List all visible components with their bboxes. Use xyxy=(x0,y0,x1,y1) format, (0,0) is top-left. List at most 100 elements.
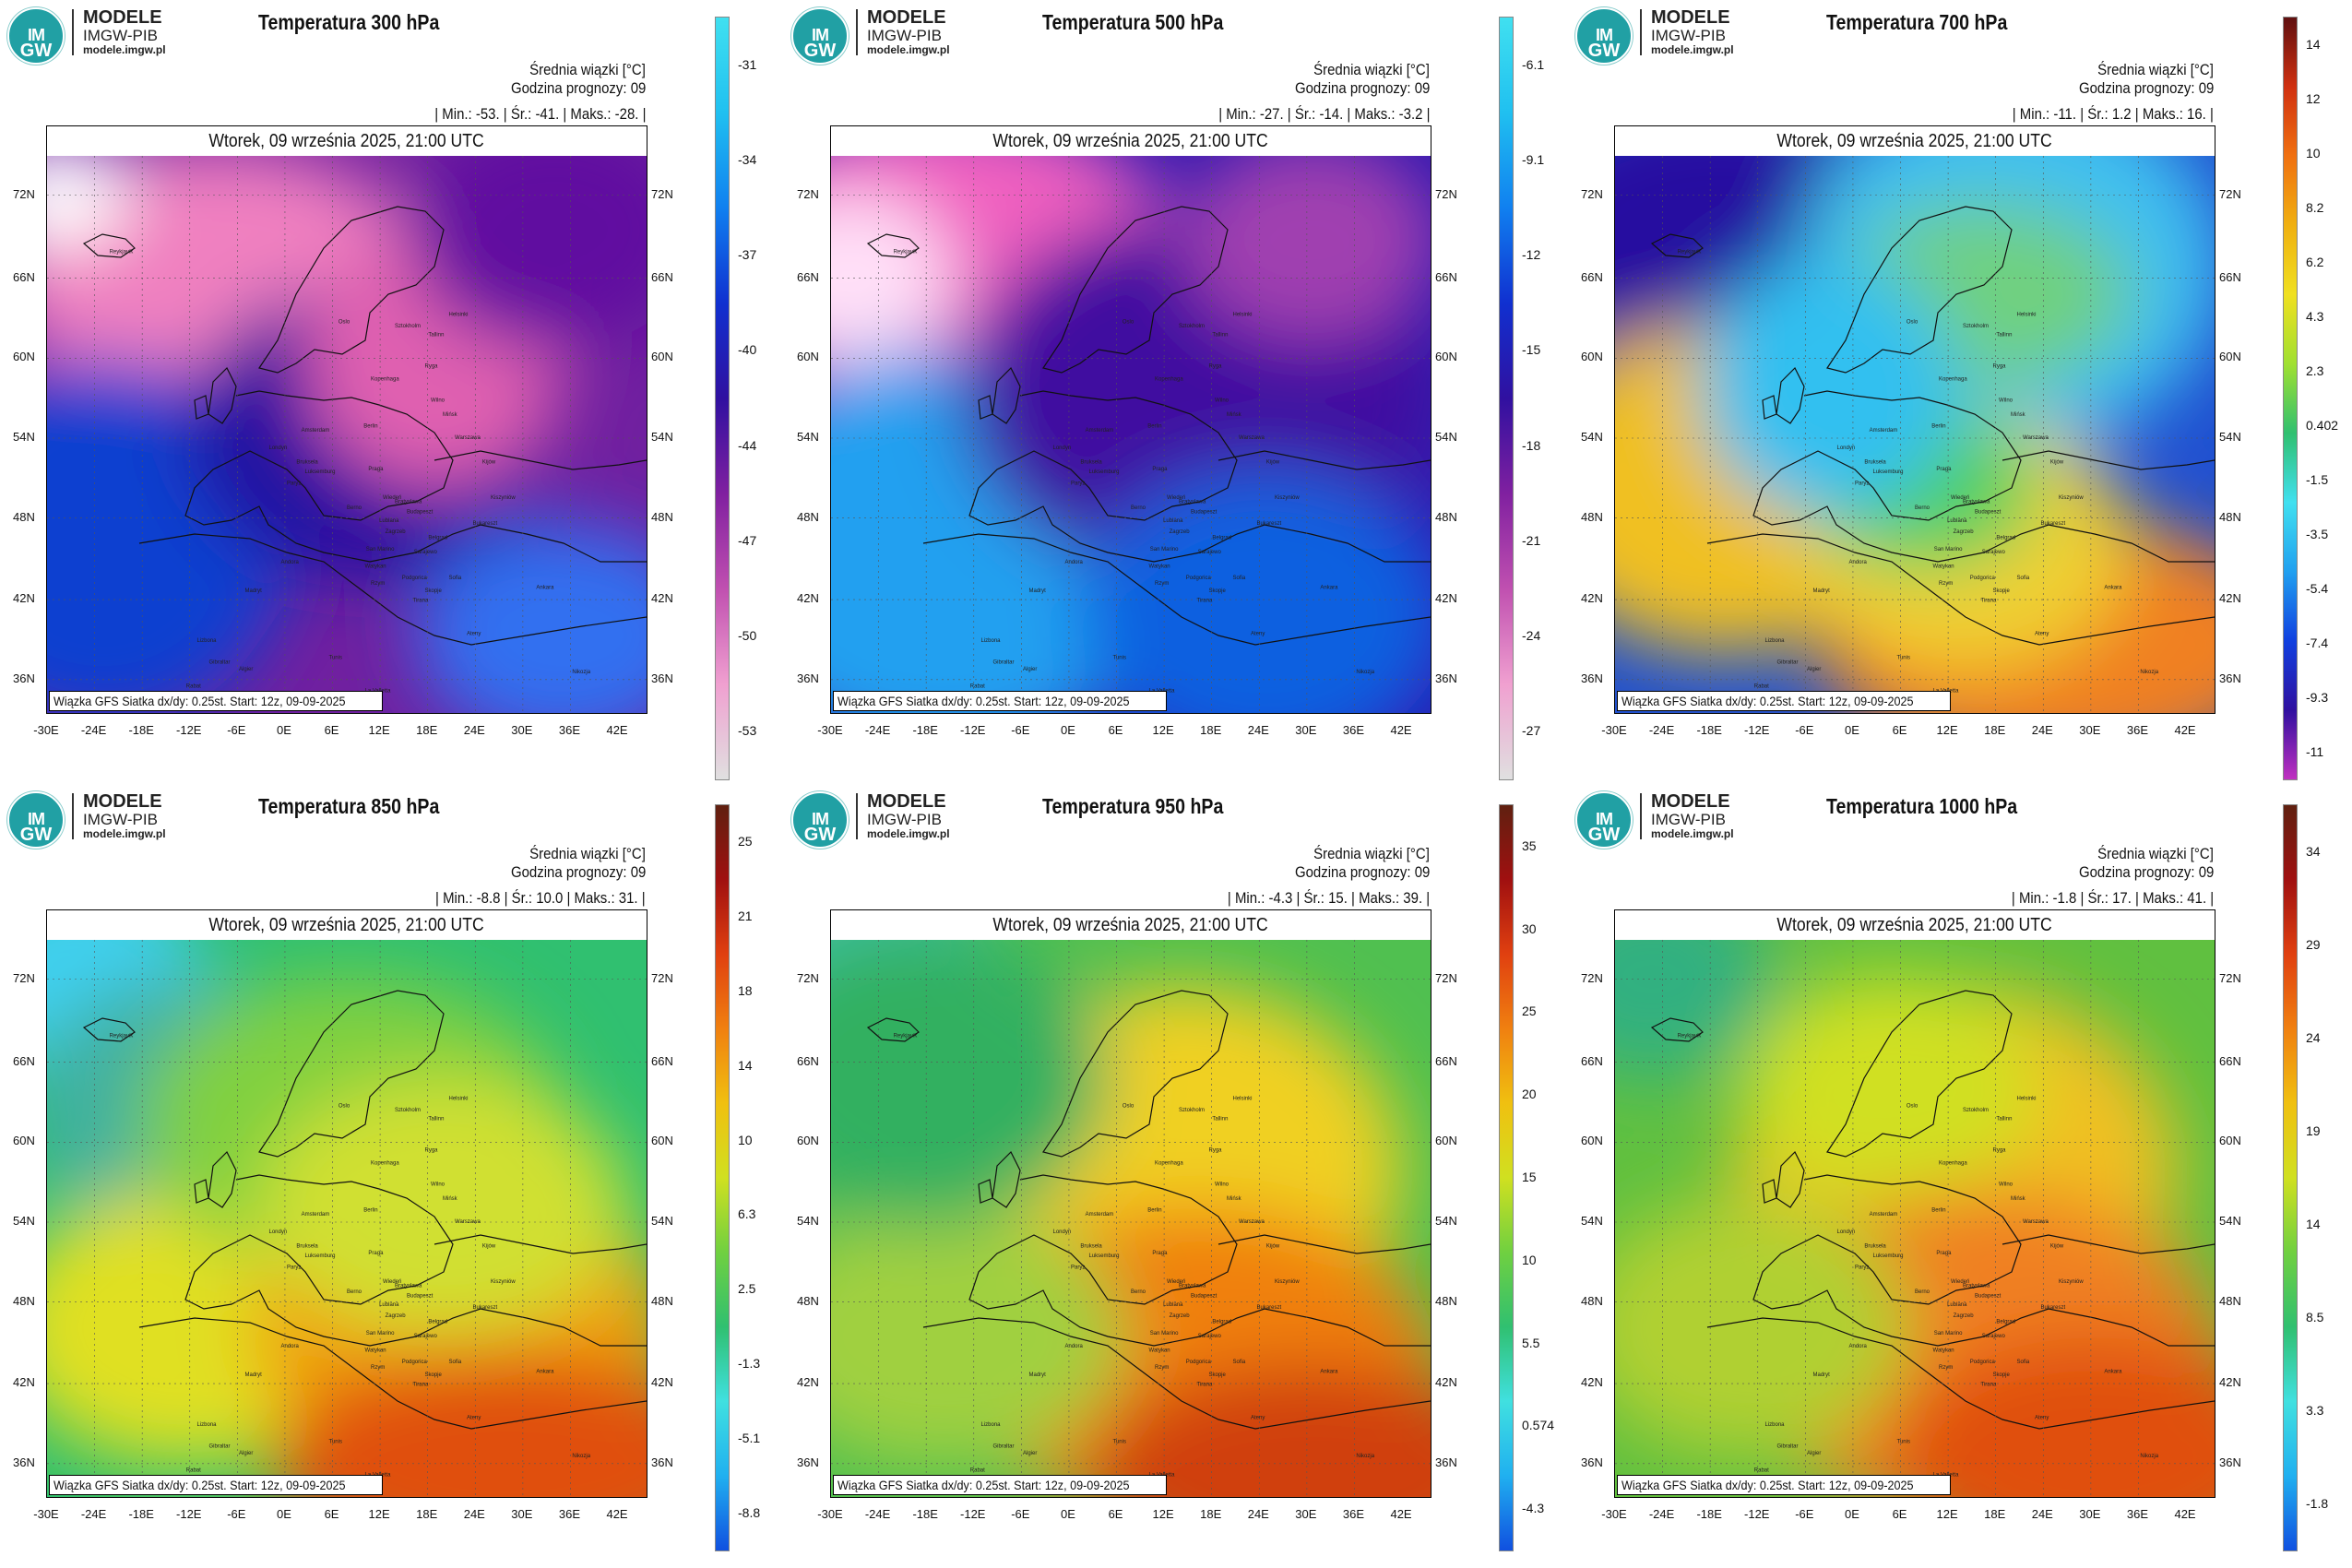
lat-tick-right: 48N xyxy=(2219,509,2241,524)
lat-tick-right: 54N xyxy=(651,430,673,444)
map-area: Reykjavik Oslo Helsinki Sztokholm Tallinn Kop… xyxy=(831,940,1431,1497)
colorbar-label: 30 xyxy=(1522,921,1537,936)
colorbar-label: 2.5 xyxy=(738,1281,756,1297)
colorbar-label: -34 xyxy=(738,151,757,167)
city-label: Oslo xyxy=(1123,1103,1134,1109)
imgw-logo-icon: IM GW xyxy=(1575,7,1633,65)
city-label: Paryż xyxy=(1855,481,1869,487)
city-labels: Reykjavik Oslo Helsinki Sztokholm Tallinn Kop… xyxy=(110,1033,591,1478)
lat-tick-right: 60N xyxy=(1435,350,1457,364)
colorbar-label: 8.5 xyxy=(2306,1309,2324,1324)
city-label: Watykan xyxy=(1149,1348,1170,1353)
colorbar-label: 0.574 xyxy=(1522,1418,1555,1433)
city-label: Ateny xyxy=(2035,631,2049,636)
colorbar-label: -6.1 xyxy=(1522,56,1545,72)
lat-tick-left: 42N xyxy=(797,1375,819,1390)
lat-tick-right: 42N xyxy=(651,591,673,606)
lon-tick: -30E xyxy=(817,723,843,737)
colorbar-label: 14 xyxy=(738,1057,753,1073)
lon-tick: 12E xyxy=(1152,723,1174,737)
city-label: Tallinn xyxy=(1996,332,2012,338)
coastline xyxy=(1650,990,2215,1430)
lon-tick: 42E xyxy=(2174,723,2196,737)
city-label: Ateny xyxy=(1251,631,1265,636)
map-area: Reykjavik Oslo Helsinki Sztokholm Tallinn Kop… xyxy=(1615,940,2215,1497)
city-label: Paryż xyxy=(287,481,301,487)
city-label: Lublana xyxy=(1947,1302,1967,1308)
city-label: San Marino xyxy=(1150,547,1179,552)
city-label: Praga xyxy=(1152,1251,1168,1256)
lat-tick-right: 48N xyxy=(1435,1293,1457,1308)
city-label: Bratysława xyxy=(1179,500,1206,505)
colorbar-label: -31 xyxy=(738,56,757,72)
lat-tick-left: 66N xyxy=(13,269,35,284)
city-label: Kopenhaga xyxy=(371,1160,399,1166)
city-label: Watykan xyxy=(365,1348,386,1353)
colorbar-label: 24 xyxy=(2306,1029,2321,1045)
lat-tick-right: 60N xyxy=(651,1134,673,1148)
city-label: Podgorica xyxy=(1970,576,1996,581)
city-label: Podgorica xyxy=(1970,1360,1996,1365)
lon-tick: 30E xyxy=(2079,1507,2101,1521)
lat-tick-right: 42N xyxy=(2219,591,2241,606)
colorbar-label: 4.3 xyxy=(2306,308,2324,324)
lon-tick: 30E xyxy=(1295,723,1317,737)
lat-tick-right: 54N xyxy=(1435,1214,1457,1228)
forecast-hour: Godzina prognozy: 09 xyxy=(510,863,646,881)
lon-tick: -24E xyxy=(864,1507,891,1521)
city-label: Algier xyxy=(239,667,253,672)
lat-tick-right: 36N xyxy=(651,1455,673,1469)
city-label: Wiedeń xyxy=(1951,1279,1969,1285)
city-label: Londyn xyxy=(1837,1229,1856,1235)
graticule xyxy=(47,156,647,713)
lat-tick-left: 48N xyxy=(1581,509,1603,524)
city-label: Londyn xyxy=(1053,1229,1072,1235)
city-label: Kopenhaga xyxy=(1155,376,1183,382)
logo-title: MODELE xyxy=(1651,791,1730,812)
city-label: Sztokholm xyxy=(1179,324,1205,329)
city-label: Ankara xyxy=(2104,1370,2122,1375)
colorbar-label: 25 xyxy=(738,834,753,849)
city-label: Lublana xyxy=(1947,518,1967,524)
lat-tick-left: 54N xyxy=(1581,1214,1603,1228)
city-label: Praga xyxy=(1152,467,1168,472)
forecast-panel: IM GW MODELE IMGW-PIB modele.imgw.pl Temperat… xyxy=(1568,784,2352,1568)
city-label: Tallinn xyxy=(428,332,444,338)
mean-label: Średnia wiązki [°C] xyxy=(529,61,646,78)
lon-tick: 36E xyxy=(1342,1507,1365,1521)
city-label: Praga xyxy=(368,467,384,472)
city-label: Nikozja xyxy=(1356,1454,1374,1459)
city-label: Watykan xyxy=(1149,564,1170,569)
lat-tick-right: 66N xyxy=(651,1053,673,1068)
map-frame: Wtorek, 09 września 2025, 21:00 UTC Reykj… xyxy=(46,909,647,1498)
lat-tick-left: 66N xyxy=(1581,1053,1603,1068)
lon-tick: -18E xyxy=(1696,1507,1722,1521)
city-label: Podgorica xyxy=(1186,1360,1212,1365)
lon-tick: 42E xyxy=(606,1507,628,1521)
colorbar xyxy=(715,17,730,780)
lon-tick: -24E xyxy=(80,723,107,737)
logo-divider xyxy=(72,793,74,839)
lat-tick-left: 42N xyxy=(13,591,35,606)
logo-title: MODELE xyxy=(1651,7,1730,28)
lat-tick-left: 36N xyxy=(1581,1455,1603,1469)
city-label: Sztokholm xyxy=(395,324,421,329)
lat-tick-right: 42N xyxy=(1435,591,1457,606)
imgw-logo-icon: IM GW xyxy=(791,791,849,849)
city-label: Bratysława xyxy=(395,1284,422,1289)
city-label: Mińsk xyxy=(2011,1196,2026,1202)
lat-tick-left: 60N xyxy=(13,350,35,364)
colorbar-label: -5.1 xyxy=(738,1430,761,1445)
lon-tick: 42E xyxy=(2174,1507,2196,1521)
model-footer: Wiązka GFS Siatka dx/dy: 0.25st. Start: … xyxy=(1617,1475,1951,1495)
city-label: Belgrad xyxy=(1996,535,2015,540)
city-label: Warszawa xyxy=(455,1219,481,1225)
city-label: Oslo xyxy=(339,1103,350,1109)
city-labels: Reykjavik Oslo Helsinki Sztokholm Tallinn Kop… xyxy=(110,249,591,694)
lon-tick: 18E xyxy=(1984,723,2006,737)
colorbar-label: 25 xyxy=(1522,1004,1537,1019)
city-label: Luksemburg xyxy=(305,1253,336,1259)
map-area: Reykjavik Oslo Helsinki Sztokholm Tallinn Kop… xyxy=(47,940,647,1497)
logo-divider xyxy=(856,793,858,839)
city-label: Tunis xyxy=(329,656,342,661)
